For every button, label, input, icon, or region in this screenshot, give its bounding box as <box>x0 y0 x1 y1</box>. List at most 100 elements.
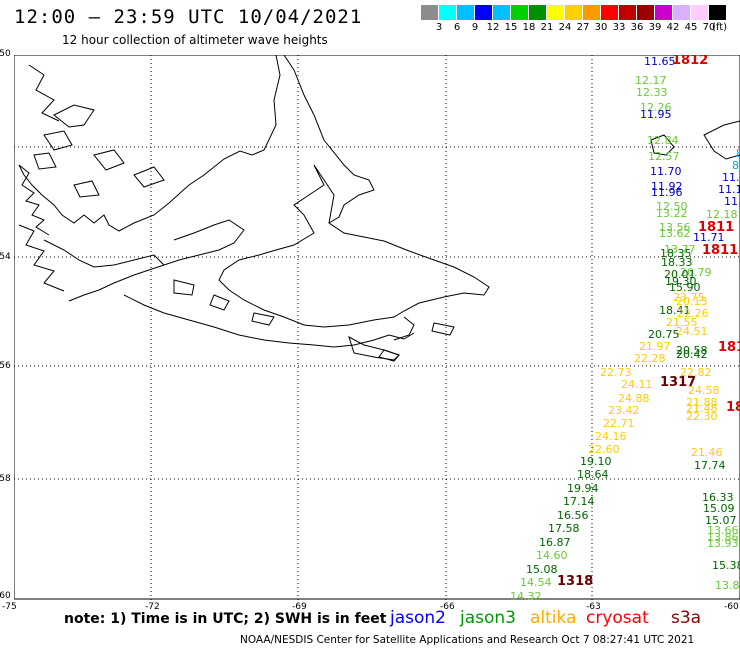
legend-swatch <box>655 5 672 20</box>
lon-label: -75 <box>2 602 17 612</box>
legend-label: 42 <box>666 22 680 33</box>
legend-label: 15 <box>504 22 518 33</box>
legend-label: 18 <box>522 22 536 33</box>
wave-height-label: 14.54 <box>520 576 552 589</box>
wave-height-label: 11.96 <box>651 186 683 199</box>
map-subtitle: 12 hour collection of altimeter wave hei… <box>62 33 328 47</box>
satellite-name: jason2 <box>390 608 446 628</box>
wave-height-label: 21.88 <box>686 396 718 409</box>
legend-label: 39 <box>648 22 662 33</box>
lon-label: -63 <box>586 602 601 612</box>
satellite-name: jason3 <box>460 608 516 628</box>
lon-label: -72 <box>145 602 160 612</box>
pass-time-label: 1812 <box>672 55 709 68</box>
pass-time-label: 1318 <box>557 574 594 589</box>
footer-credit: NOAA/NESDIS Center for Satellite Applica… <box>240 634 695 646</box>
wave-height-label: 15.38 <box>712 559 740 572</box>
legend-label: 24 <box>558 22 572 33</box>
wave-height-label: 18.33 <box>661 256 693 269</box>
wave-height-label: 11.18 <box>724 195 740 208</box>
wave-height-label: 11.1 <box>718 183 740 196</box>
wave-height-label: 16.56 <box>557 509 589 522</box>
pass-time-label: 18 <box>726 400 740 415</box>
legend-swatch <box>511 5 528 20</box>
wave-height-label: 17.74 <box>694 459 726 472</box>
wave-height-label: 22.26 <box>677 307 709 320</box>
wave-height-label: 12.33 <box>636 86 668 99</box>
wave-height-label: 23.75 <box>673 291 705 304</box>
wave-height-label: 12.57 <box>648 150 680 163</box>
lat-label: -58 <box>0 474 11 484</box>
map-canvas <box>14 55 740 600</box>
wave-height-label: 12.50 <box>656 200 688 213</box>
legend-label: 3 <box>435 22 443 33</box>
wave-height-label: 15.90 <box>669 281 701 294</box>
satellite-name: altika <box>530 608 577 628</box>
wave-height-label: 11.95 <box>640 108 672 121</box>
wave-height-label: 19.10 <box>580 455 612 468</box>
lon-label: -60 <box>724 602 739 612</box>
wave-height-label: 21.46 <box>691 446 723 459</box>
legend-swatch <box>475 5 492 20</box>
legend-swatch <box>421 5 438 20</box>
wave-height-label: 22.30 <box>686 410 718 423</box>
lat-label: -60 <box>0 591 11 601</box>
lat-label: -50 <box>0 49 11 59</box>
wave-height-label: 24.88 <box>618 392 650 405</box>
legend-label: 12 <box>486 22 500 33</box>
map-title: 12:00 – 23:59 UTC 10/04/2021 <box>14 6 363 28</box>
lat-label: -56 <box>0 361 11 371</box>
wave-height-label: 14.32 <box>510 590 542 600</box>
wave-height-label: 11.6 <box>722 171 740 184</box>
wave-height-label: 22.60 <box>588 443 620 456</box>
wave-height-label: 13.86 <box>707 531 739 544</box>
lat-label: -54 <box>0 252 11 262</box>
lon-label: -69 <box>292 602 307 612</box>
legend-label: 45 <box>684 22 698 33</box>
legend-swatch <box>583 5 600 20</box>
wave-height-label: 12.17 <box>635 74 667 87</box>
wave-height-label: 20.13 <box>676 295 708 308</box>
legend-swatch <box>673 5 690 20</box>
wave-height-label: 14.60 <box>536 549 568 562</box>
legend-label: 33 <box>612 22 626 33</box>
graticule <box>14 55 740 600</box>
wave-height-label: 22.28 <box>634 352 666 365</box>
wave-height-label: 12.18 <box>706 208 738 221</box>
wave-height-label: 11.65 <box>644 55 676 68</box>
wave-height-label: 24.11 <box>621 378 653 391</box>
wave-height-label: 17.58 <box>548 522 580 535</box>
wave-height-label: 11.70 <box>650 165 682 178</box>
legend-swatch <box>493 5 510 20</box>
wave-height-label: 21.97 <box>639 340 671 353</box>
legend-swatch <box>619 5 636 20</box>
legend-label: 9 <box>471 22 479 33</box>
legend-swatch <box>709 5 726 20</box>
wave-height-label: 13.77 <box>664 243 696 256</box>
legend-swatch <box>547 5 564 20</box>
wave-height-label: 16.33 <box>702 491 734 504</box>
wave-height-label: 15.09 <box>703 502 735 515</box>
wave-height-label: 13.22 <box>656 207 688 220</box>
wave-height-label: 24.58 <box>688 384 720 397</box>
legend-label: 21 <box>540 22 554 33</box>
wave-height-label: 15.08 <box>526 563 558 576</box>
wave-height-label: 12.84 <box>647 134 679 147</box>
wave-height-label: 8. <box>732 159 740 172</box>
legend-swatch <box>691 5 708 20</box>
wave-height-label: 24.51 <box>676 325 708 338</box>
wave-height-label: 11.92 <box>651 180 683 193</box>
legend-swatch <box>439 5 456 20</box>
wave-height-label: 20.79 <box>680 266 712 279</box>
wave-height-label: 13.62 <box>659 227 691 240</box>
wave-height-label: 19.94 <box>567 482 599 495</box>
legend-swatch <box>637 5 654 20</box>
wave-height-label: 13.66 <box>707 524 739 537</box>
coastline <box>18 55 740 362</box>
wave-height-label: 8 <box>736 147 740 160</box>
legend-label: 6 <box>453 22 461 33</box>
legend-label: 30 <box>594 22 608 33</box>
wave-height-label: 23.42 <box>608 404 640 417</box>
wave-height-label: 20.58 <box>676 344 708 357</box>
wave-height-label: 12.26 <box>640 101 672 114</box>
